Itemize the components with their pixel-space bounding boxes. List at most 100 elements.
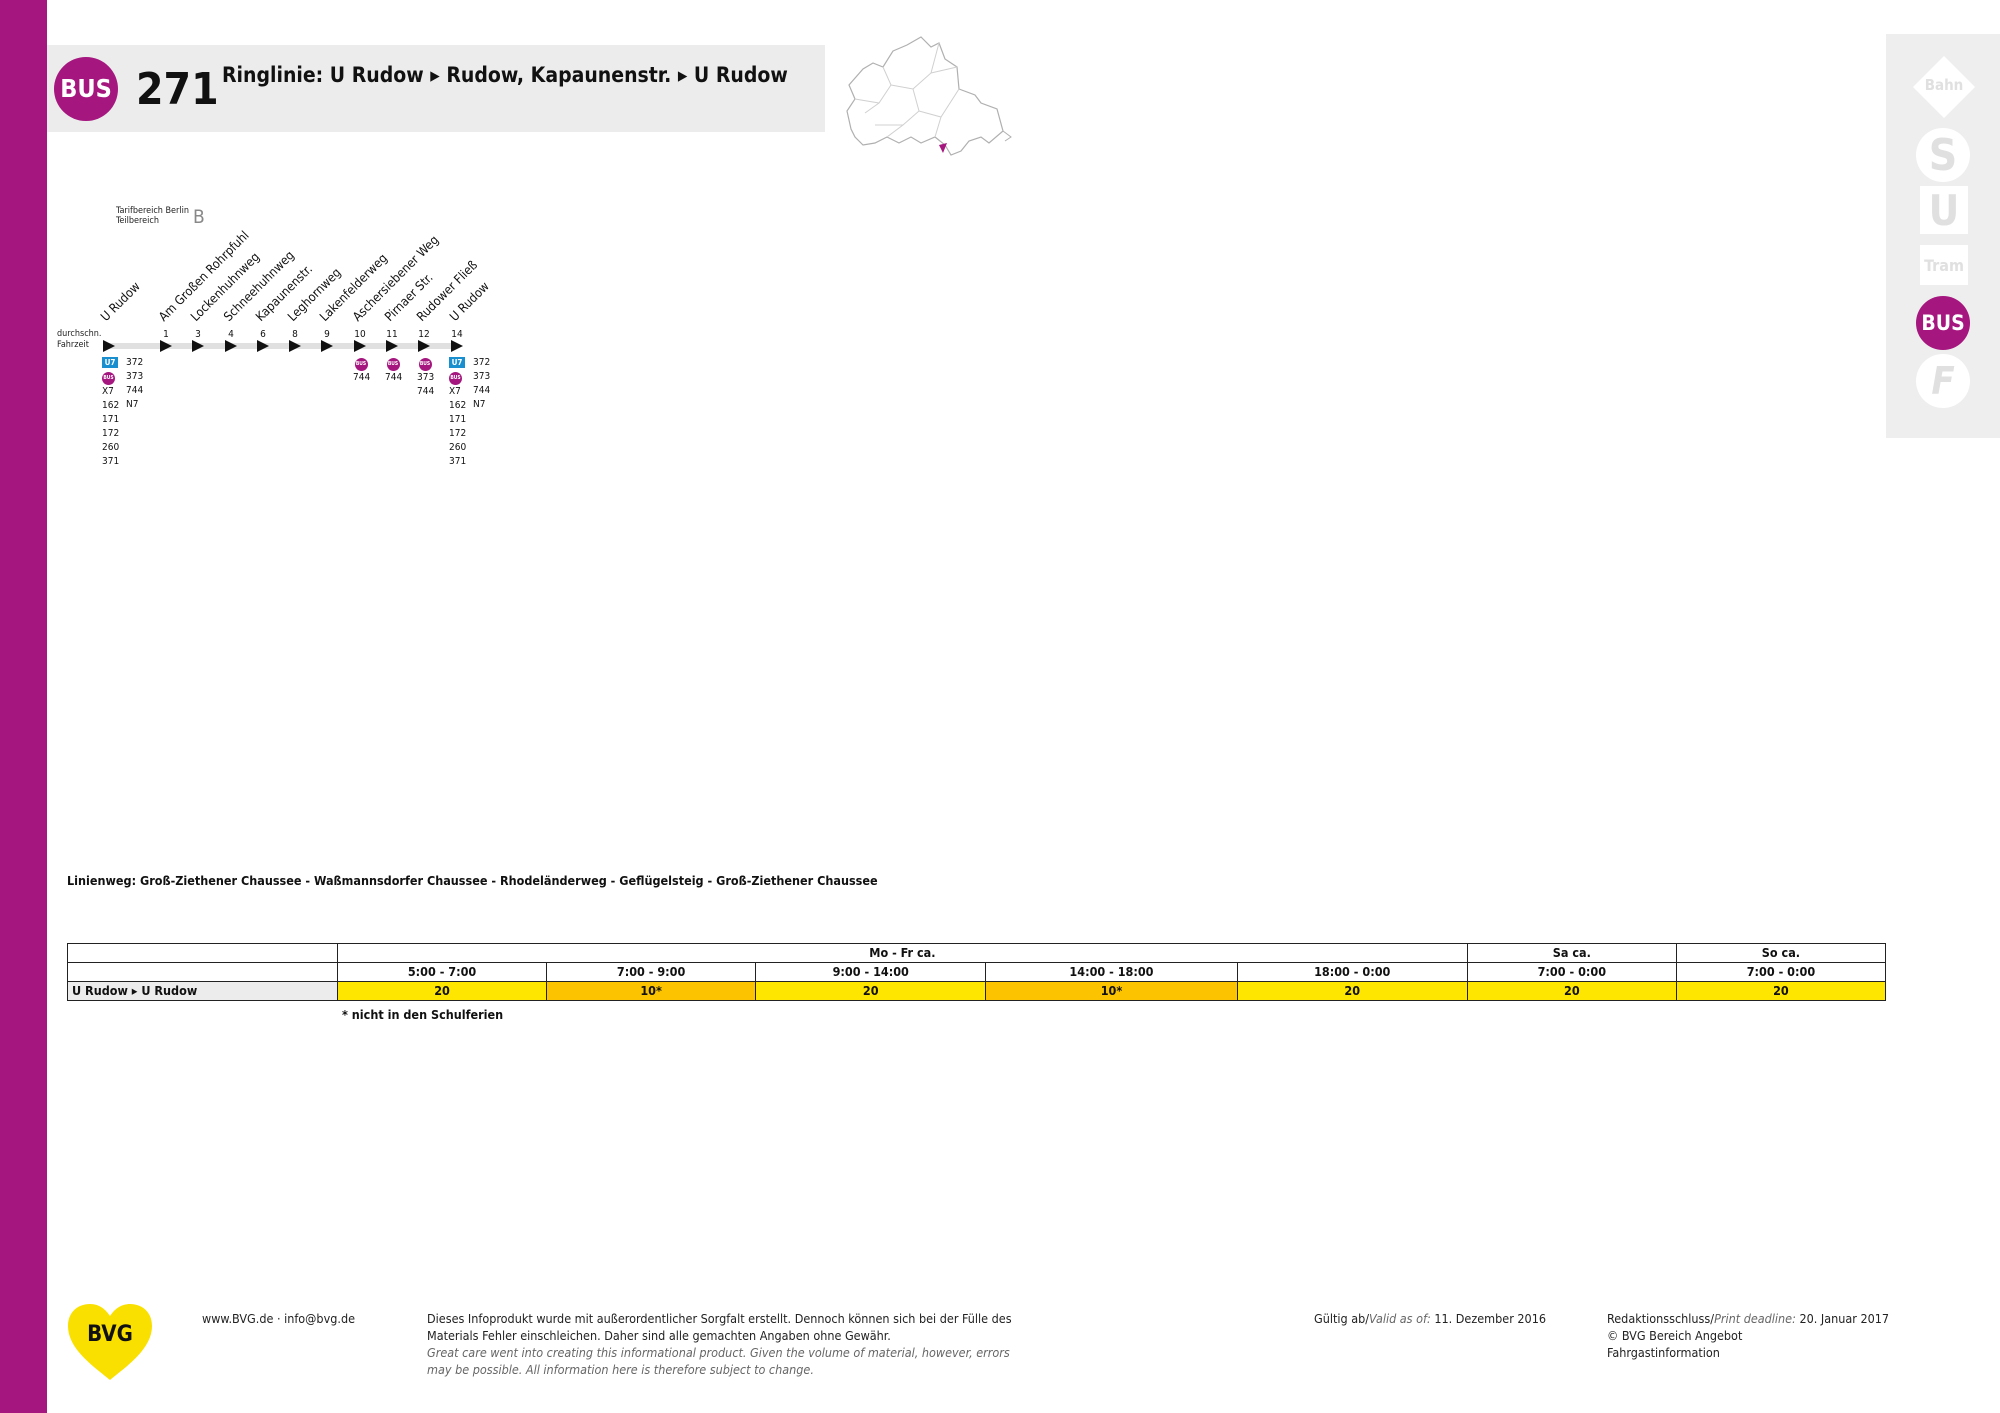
sidebar-accent — [0, 0, 47, 1413]
u-bahn-icon: U — [1920, 186, 1968, 235]
u-bahn-badge: U7 — [449, 357, 465, 368]
stop-time: 1 — [163, 329, 169, 340]
period-cell: 7:00 - 9:00 — [546, 962, 757, 982]
frequency-table: Mo - Fr ca. Sa ca. So ca. 5:00 - 7:00 7:… — [67, 943, 1887, 1001]
connections-pirnaer: BUS 744 — [385, 356, 403, 385]
stop-marker-icon — [321, 340, 333, 352]
connection-line: 162 — [102, 400, 120, 411]
period-cell: 14:00 - 18:00 — [985, 962, 1238, 982]
berlin-locator-map-icon — [846, 36, 1012, 156]
stop-marker-icon — [225, 340, 237, 352]
connections-rudower: BUS 373 744 — [417, 356, 435, 399]
connection-line: 744 — [473, 385, 491, 396]
header-bar — [47, 45, 825, 132]
bvg-heart-logo-icon — [68, 1304, 152, 1380]
connection-line: 371 — [449, 456, 467, 467]
interval-cell: 20 — [1466, 981, 1677, 1001]
disclaimer-de-1: Dieses Infoprodukt wurde mit außerordent… — [427, 1311, 1012, 1326]
connection-line: 373 — [417, 372, 435, 383]
bus-badge-icon: BUS — [102, 372, 115, 385]
disclaimer-en-1: Great care went into creating this infor… — [427, 1345, 1010, 1360]
interval-cell: 10* — [985, 981, 1238, 1001]
group-weekday: Mo - Fr ca. — [337, 943, 1468, 963]
fahrzeit-label: durchschn. Fahrzeit — [57, 329, 102, 351]
table-group-row: Mo - Fr ca. Sa ca. So ca. — [67, 943, 1887, 963]
stop-time: 10 — [354, 329, 366, 340]
deadline-date: 20. Januar 2017 — [1799, 1311, 1890, 1326]
fahrzeit-line-1: durchschn. — [57, 329, 102, 339]
connection-line: 744 — [353, 372, 371, 383]
fahrzeit-line-2: Fahrzeit — [57, 340, 89, 350]
stop-marker-icon — [160, 340, 172, 352]
stop-time: 12 — [418, 329, 430, 340]
connection-line: 172 — [102, 428, 120, 439]
interval-cell: 20 — [336, 981, 548, 1001]
connection-line: 371 — [102, 456, 120, 467]
connections-start-col2: 372 373 744 N7 — [126, 356, 143, 412]
connection-line: 162 — [449, 400, 467, 411]
stop-time: 11 — [386, 329, 398, 340]
period-cell: 18:00 - 0:00 — [1236, 962, 1468, 982]
stop-marker-icon — [192, 340, 204, 352]
connection-line: 171 — [449, 414, 467, 425]
connection-line: 172 — [449, 428, 467, 439]
row-label: U Rudow ▸ U Rudow — [67, 981, 338, 1001]
table-footnote: * nicht in den Schulferien — [342, 1007, 504, 1022]
connection-line: N7 — [473, 399, 486, 410]
stop-marker-icon — [386, 340, 398, 352]
tarif-line-2: Teilbereich — [116, 216, 159, 226]
s-bahn-icon: S — [1916, 128, 1970, 182]
footer-deadline: Redaktionsschluss/Print deadline: 20. Ja… — [1607, 1310, 1889, 1361]
connections-aschersl: BUS 744 — [353, 356, 371, 385]
interval-cell: 20 — [1236, 981, 1468, 1001]
disclaimer-de-2: Materials Fehler einschleichen. Daher si… — [427, 1328, 891, 1343]
connections-end-col2: 372 373 744 N7 — [473, 356, 490, 412]
route-title: Ringlinie: U Rudow ▸ Rudow, Kapaunenstr.… — [222, 63, 788, 87]
connection-line: 372 — [473, 357, 491, 368]
connection-line: 373 — [473, 371, 491, 382]
disclaimer-en-2: may be possible. All information here is… — [427, 1362, 814, 1377]
bus-badge-icon: BUS — [449, 372, 462, 385]
interval-cell: 20 — [1675, 981, 1887, 1001]
table-corner-cell — [67, 943, 338, 963]
bus-mode-badge: BUS — [54, 57, 118, 121]
bus-badge-icon: BUS — [418, 358, 432, 371]
table-row: U Rudow ▸ U Rudow 20 10* 20 10* 20 20 20 — [67, 981, 1887, 1001]
connection-line: 744 — [417, 386, 435, 397]
connection-line: N7 — [126, 399, 139, 410]
tram-icon: Tram — [1920, 245, 1968, 285]
footer-web: www.BVG.de · info@bvg.de — [202, 1311, 356, 1326]
stop-time: 3 — [195, 329, 201, 340]
footer-department: Fahrgastinformation — [1607, 1345, 1720, 1360]
connection-line: 260 — [449, 442, 467, 453]
stop-name: U Rudow — [97, 278, 143, 324]
tarif-label: Tarifbereich Berlin Teilbereich — [116, 206, 189, 226]
valid-label-en: Valid as of: — [1369, 1311, 1431, 1326]
u-bahn-badge: U7 — [102, 357, 118, 368]
stop-marker-icon — [354, 340, 366, 352]
route-path-description: Linienweg: Groß-Ziethener Chaussee - Waß… — [67, 873, 878, 888]
connection-line: 373 — [126, 371, 144, 382]
tarif-zone: B — [193, 206, 205, 228]
valid-label: Gültig ab/ — [1314, 1311, 1370, 1326]
stop-time: 9 — [324, 329, 330, 340]
connection-line: 744 — [385, 372, 403, 383]
footer-copyright: © BVG Bereich Angebot — [1607, 1328, 1743, 1343]
stop-marker-icon — [418, 340, 430, 352]
bus-mode-icon: BUS — [1916, 296, 1970, 350]
interval-cell: 10* — [546, 981, 757, 1001]
valid-date: 11. Dezember 2016 — [1434, 1311, 1547, 1326]
bvg-logo-text: BVG — [87, 1322, 133, 1347]
deadline-label-en: Print deadline: — [1714, 1311, 1796, 1326]
ferry-icon: F — [1916, 354, 1970, 408]
stop-time: 6 — [260, 329, 266, 340]
stop-time: 8 — [292, 329, 298, 340]
bus-badge-icon: BUS — [386, 358, 400, 371]
stop-time: 14 — [451, 329, 463, 340]
period-cell: 9:00 - 14:00 — [755, 962, 987, 982]
route-line — [105, 343, 457, 349]
footer-valid: Gültig ab/Valid as of: 11. Dezember 2016 — [1314, 1310, 1546, 1327]
connection-line: X7 — [449, 386, 461, 397]
connection-line: 372 — [126, 357, 144, 368]
stop-marker-icon — [257, 340, 269, 352]
